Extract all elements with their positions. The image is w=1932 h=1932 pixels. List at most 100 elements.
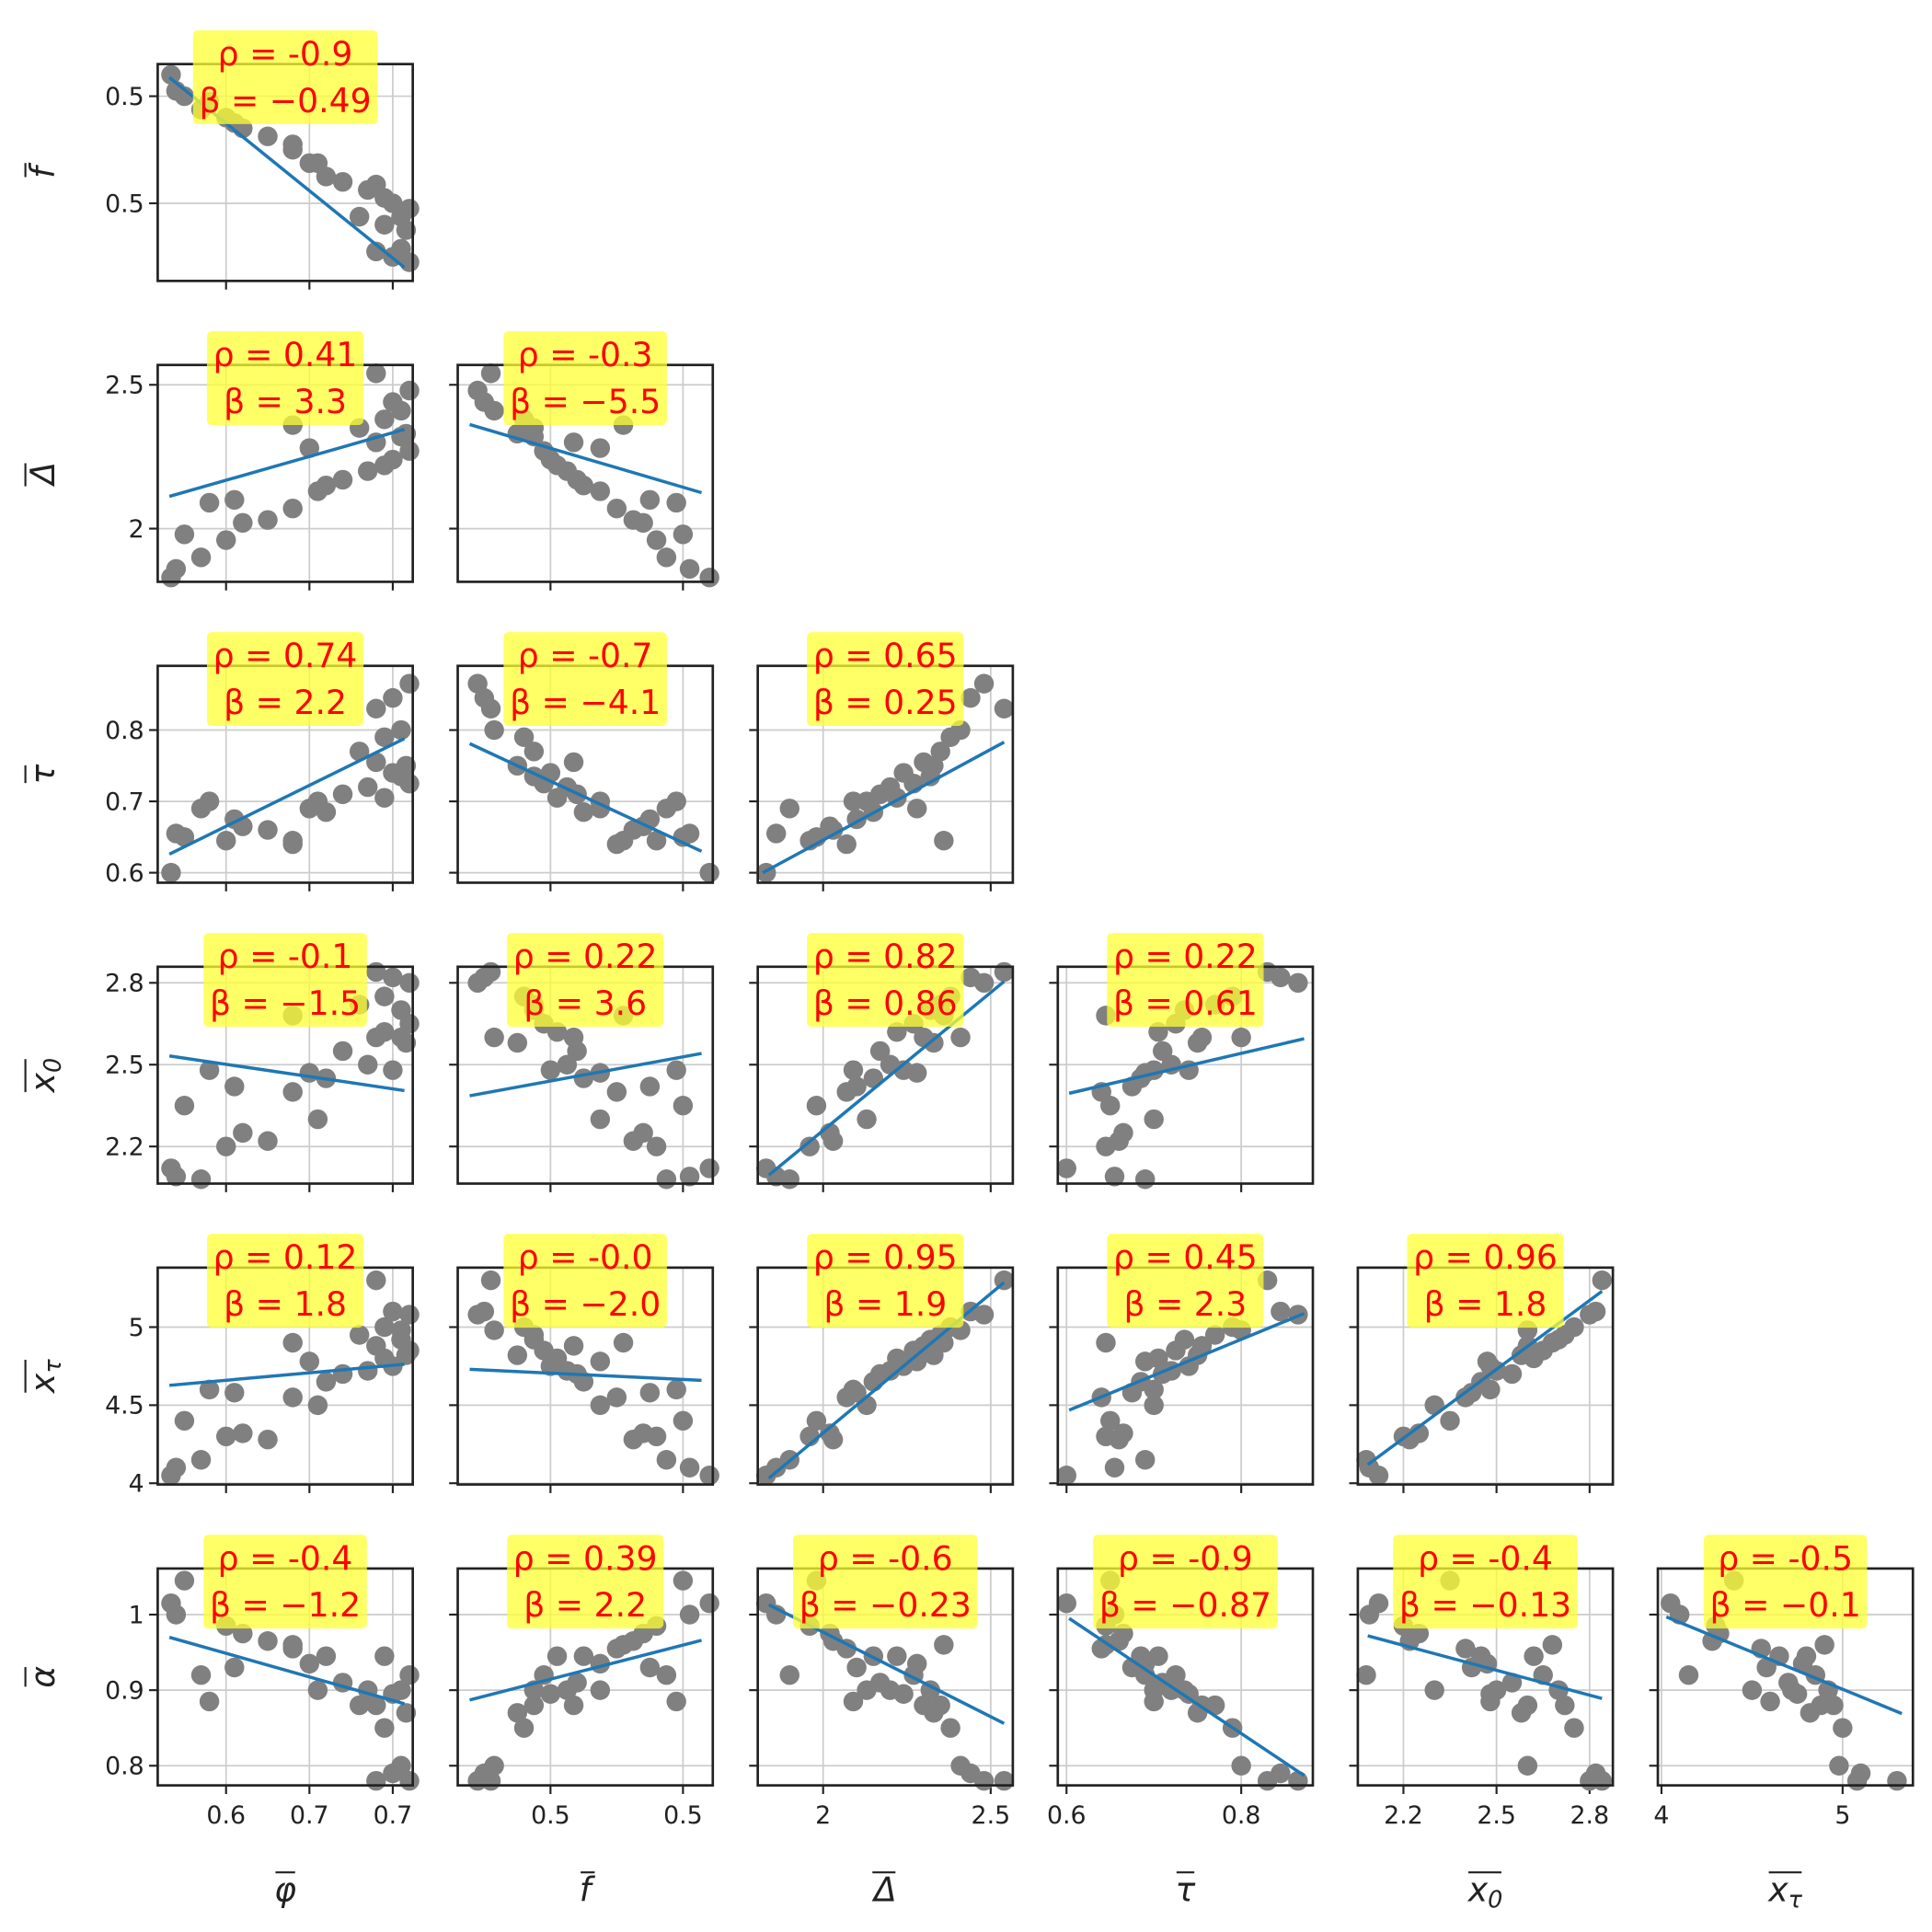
fit-line [1068,1312,1305,1412]
axis-label-text: τ [1176,1870,1196,1910]
point [174,86,195,107]
point [1271,1301,1291,1322]
point [934,1635,954,1655]
point [383,967,403,988]
point [216,1426,236,1447]
point [1109,1429,1129,1450]
point [399,252,420,272]
point [332,1041,353,1062]
beta-label: β = 0.86 [813,983,958,1023]
point [613,1635,634,1655]
axis-label-text: α [23,1666,63,1688]
point [282,1387,303,1408]
point [258,510,278,530]
point [166,1457,187,1478]
point [1356,1665,1376,1685]
point [765,823,787,844]
point [623,1429,644,1450]
point [224,1657,245,1678]
beta-label: β = −4.1 [510,683,661,722]
point [307,1109,328,1130]
point [1592,1770,1613,1791]
point [383,392,403,412]
fit-line [1068,1037,1305,1096]
point [639,1076,661,1097]
x-tick-label: 2 [815,1801,831,1830]
axis-label-text: Δ [871,1870,897,1910]
point [358,1361,378,1381]
point [399,1665,420,1685]
annotation-box [1393,1535,1578,1629]
point [822,820,844,840]
rho-label: ρ = -0.3 [518,335,653,374]
point [779,799,799,819]
point [1580,1305,1600,1325]
point [391,1000,411,1020]
point [846,1657,867,1678]
axis-label-text: x [23,1373,63,1394]
point [590,438,611,458]
y-tick-label: 5 [129,1314,144,1342]
point [646,831,667,851]
point [391,719,411,741]
fit-line [762,741,1006,875]
point [613,831,634,851]
point [282,498,303,519]
point [216,530,236,550]
point [190,1450,212,1470]
point [1257,1770,1278,1791]
point [480,698,501,719]
y-tick-label: 0.6 [105,859,144,888]
point [950,1027,971,1048]
point [994,1770,1015,1791]
fit-line [168,1635,406,1706]
point [1356,1450,1376,1470]
point [639,1657,661,1678]
point [639,489,661,511]
annotation-box [1093,1535,1278,1629]
annotation-box [507,933,664,1028]
rho-label: ρ = 0.65 [813,636,958,675]
point [258,820,278,840]
point [383,449,403,470]
point [679,1457,700,1478]
point [606,498,627,519]
point [507,1345,528,1365]
point [1787,1684,1808,1704]
point [199,492,220,513]
point [1756,1657,1777,1678]
rho-label: ρ = -0.5 [1718,1538,1853,1578]
axis-label: Δ [871,1870,897,1910]
point [1555,1695,1575,1716]
point [174,524,195,545]
point [679,1167,700,1187]
point [590,1395,611,1416]
point [174,1096,195,1116]
y-tick-label: 4.5 [105,1392,144,1420]
point [484,1027,504,1048]
point [396,755,417,776]
point [1109,1131,1129,1151]
point [887,1646,907,1666]
point [563,1695,584,1716]
point [199,791,220,811]
point [1135,1653,1156,1674]
point [540,1356,561,1376]
point [349,1695,370,1716]
axis-label: Δ [23,462,63,488]
point [779,1665,799,1685]
x-tick-label: 0.8 [1222,1801,1261,1830]
point [1542,1332,1563,1353]
point [1440,1410,1460,1432]
rho-label: ρ = 0.22 [1113,937,1258,976]
point [299,1063,320,1083]
point [869,1041,891,1062]
point [396,1345,417,1365]
point [1833,1718,1853,1738]
rho-label: ρ = 0.41 [213,335,358,374]
point [1511,1345,1532,1365]
beta-label: β = 2.3 [1123,1284,1247,1324]
point [374,214,395,235]
annotation-box [192,29,378,124]
y-tick-label: 2.5 [105,1052,144,1080]
